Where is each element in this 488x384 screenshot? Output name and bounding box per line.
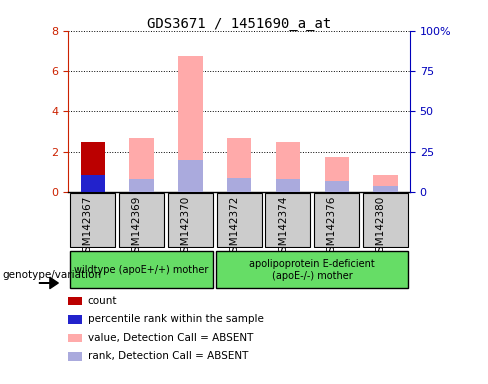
- Bar: [314, 192, 359, 247]
- Text: wildtype (apoE+/+) mother: wildtype (apoE+/+) mother: [74, 265, 209, 275]
- Bar: [325, 157, 349, 192]
- Text: GSM142380: GSM142380: [376, 196, 386, 259]
- Text: GSM142376: GSM142376: [327, 196, 337, 259]
- Bar: [276, 142, 300, 192]
- Bar: [81, 175, 105, 192]
- Text: rank, Detection Call = ABSENT: rank, Detection Call = ABSENT: [88, 351, 248, 361]
- Text: GSM142369: GSM142369: [132, 196, 142, 259]
- Text: GSM142370: GSM142370: [181, 196, 190, 259]
- Text: GSM142367: GSM142367: [83, 196, 93, 259]
- Bar: [217, 192, 262, 247]
- Text: apolipoprotein E-deficient
(apoE-/-) mother: apolipoprotein E-deficient (apoE-/-) mot…: [249, 259, 375, 281]
- Bar: [168, 192, 213, 247]
- Bar: [265, 192, 310, 247]
- Bar: [276, 179, 300, 192]
- Bar: [373, 175, 398, 192]
- FancyArrowPatch shape: [40, 278, 58, 288]
- Bar: [129, 179, 154, 192]
- Text: GSM142374: GSM142374: [278, 196, 288, 259]
- Bar: [119, 192, 164, 247]
- Bar: [373, 186, 398, 192]
- Bar: [70, 192, 115, 247]
- Bar: [178, 160, 203, 192]
- Text: genotype/variation: genotype/variation: [2, 270, 102, 280]
- Bar: [216, 251, 408, 288]
- Text: GDS3671 / 1451690_a_at: GDS3671 / 1451690_a_at: [147, 17, 331, 31]
- Bar: [227, 137, 251, 192]
- Bar: [70, 251, 213, 288]
- Bar: [129, 137, 154, 192]
- Text: GSM142372: GSM142372: [229, 196, 239, 259]
- Bar: [81, 142, 105, 192]
- Text: value, Detection Call = ABSENT: value, Detection Call = ABSENT: [88, 333, 253, 343]
- Bar: [81, 175, 105, 192]
- Bar: [363, 192, 408, 247]
- Bar: [81, 142, 105, 192]
- Text: count: count: [88, 296, 117, 306]
- Bar: [178, 56, 203, 192]
- Text: percentile rank within the sample: percentile rank within the sample: [88, 314, 264, 324]
- Bar: [227, 178, 251, 192]
- Bar: [325, 181, 349, 192]
